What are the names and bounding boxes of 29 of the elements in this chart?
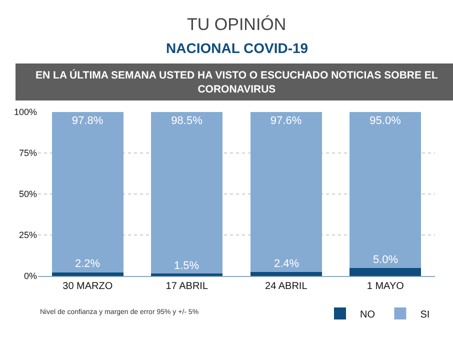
data-label: 5.0% <box>373 254 398 266</box>
bar <box>350 112 422 268</box>
bar <box>250 112 322 272</box>
data-label: 98.5% <box>171 115 203 127</box>
y-tick-label: 100% <box>14 107 37 118</box>
y-tick-label: 50% <box>18 189 37 200</box>
y-tick-label: 75% <box>18 148 37 158</box>
legend-label: NO <box>360 309 376 320</box>
data-label: 95.0% <box>370 115 402 127</box>
y-tick-label: 0% <box>24 271 37 282</box>
bar <box>52 272 124 276</box>
chart-subtitle: NACIONAL COVID-19 <box>166 40 308 56</box>
x-tick-label: 30 MARZO <box>62 281 113 292</box>
legend-label: SI <box>420 309 430 320</box>
bar <box>350 268 422 276</box>
x-tick-label: 24 ABRIL <box>264 281 308 292</box>
data-label: 1.5% <box>174 260 200 272</box>
data-label: 2.2% <box>75 258 100 270</box>
y-tick-label: 25% <box>18 230 37 240</box>
data-label: 2.4% <box>274 258 300 270</box>
chart-title: TU OPINIÓN <box>187 15 286 34</box>
bar <box>151 112 223 274</box>
x-tick-label: 1 MAYO <box>366 281 404 292</box>
bar <box>52 112 124 272</box>
data-label: 97.8% <box>72 115 104 127</box>
x-tick-label: 17 ABRIL <box>166 281 208 292</box>
text: EN LA ÚLTIMA SEMANA USTED HA VISTO O ESCUCHADO NOTICIAS SOBRE EL CORONAVIRUS <box>36 68 438 96</box>
data-label: 97.6% <box>270 115 302 127</box>
bar <box>250 272 322 276</box>
